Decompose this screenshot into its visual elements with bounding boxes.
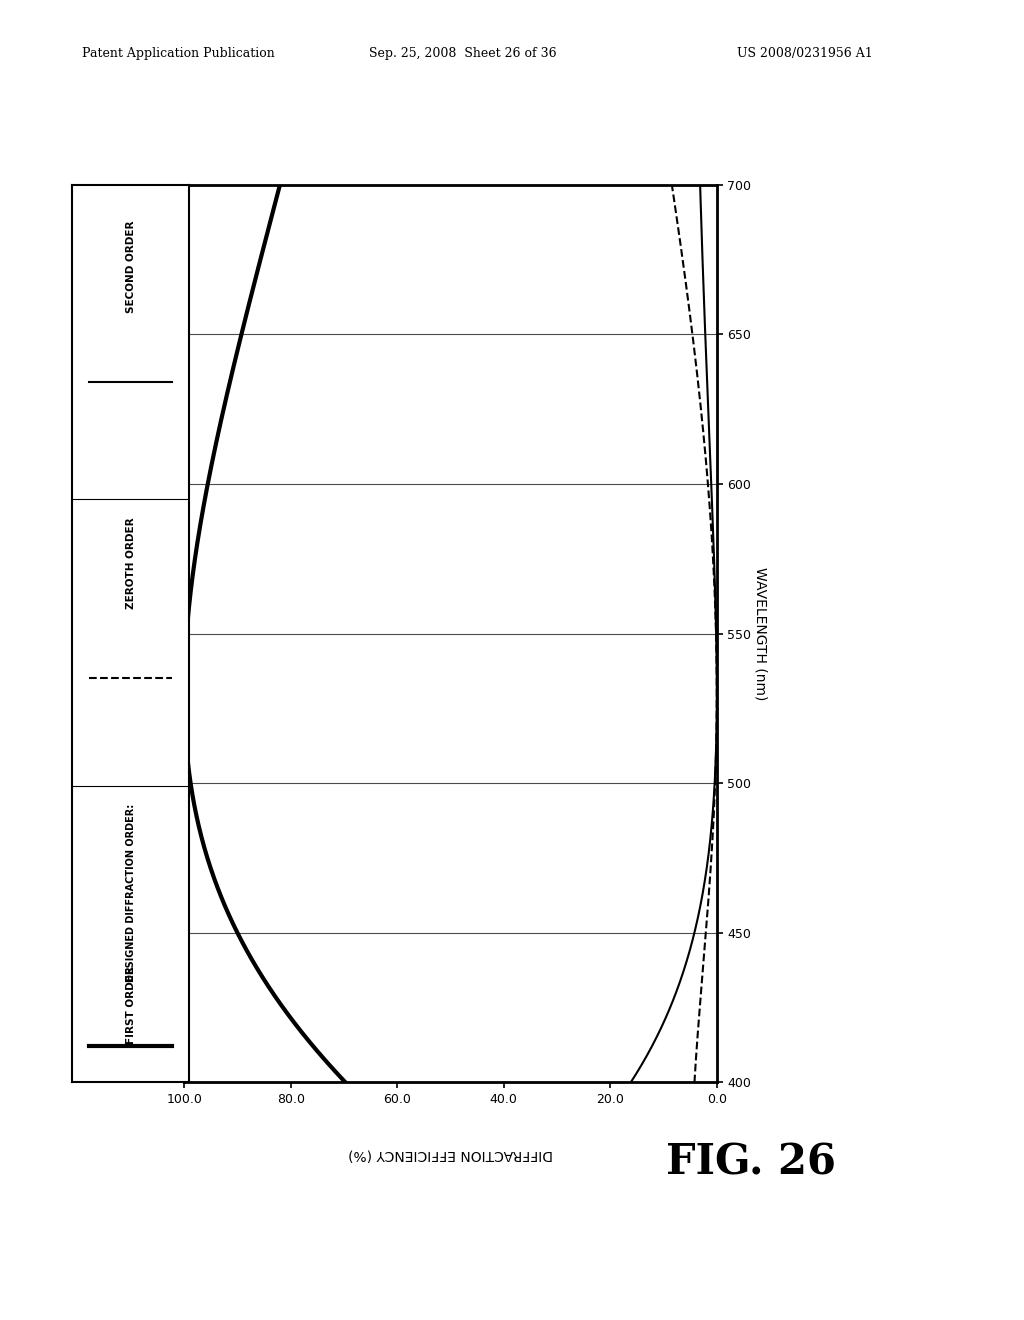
X-axis label: DIFFRACTION EFFICIENCY (%): DIFFRACTION EFFICIENCY (%): [348, 1147, 553, 1162]
Y-axis label: WAVELENGTH (nm): WAVELENGTH (nm): [754, 566, 768, 701]
Text: FIG. 26: FIG. 26: [666, 1142, 836, 1184]
Text: SECOND ORDER: SECOND ORDER: [126, 220, 135, 313]
Text: ZEROTH ORDER: ZEROTH ORDER: [126, 517, 135, 609]
Text: FIRST ORDER: FIRST ORDER: [126, 966, 135, 1044]
Text: US 2008/0231956 A1: US 2008/0231956 A1: [737, 46, 873, 59]
Text: Patent Application Publication: Patent Application Publication: [82, 46, 274, 59]
Text: DESIGNED DIFFRACTION ORDER:: DESIGNED DIFFRACTION ORDER:: [126, 804, 135, 982]
Text: Sep. 25, 2008  Sheet 26 of 36: Sep. 25, 2008 Sheet 26 of 36: [369, 46, 556, 59]
